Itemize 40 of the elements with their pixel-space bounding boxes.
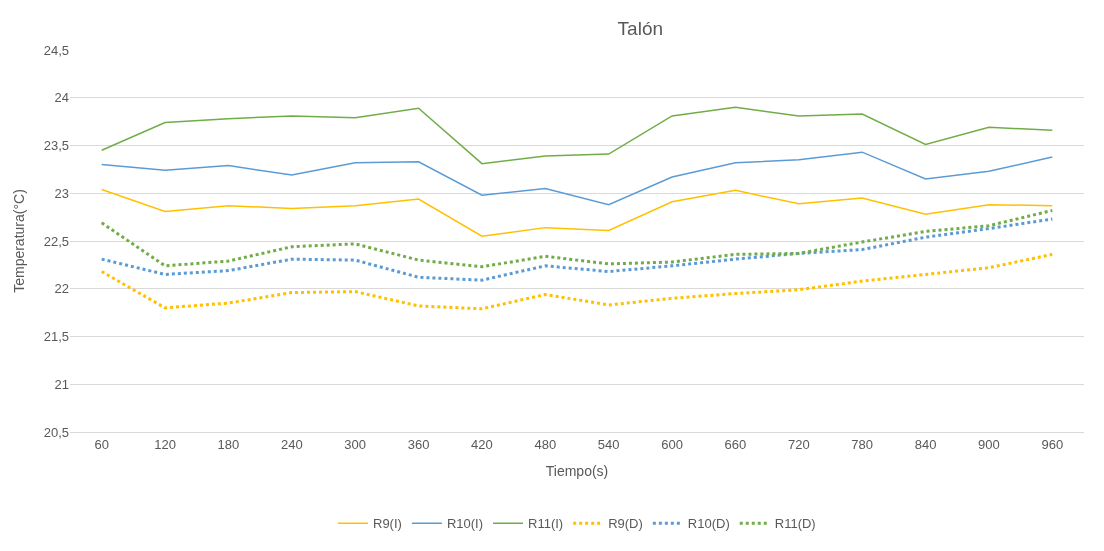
x-tick-label: 900 [978, 436, 1000, 452]
x-tick-label: 180 [217, 436, 240, 452]
line-series [100, 106, 1054, 165]
y-tick-label: 24,5 [43, 42, 69, 58]
x-tick-label: 60 [94, 436, 109, 452]
legend-label: R9(D) [608, 516, 643, 532]
x-tick-label: 120 [154, 436, 176, 452]
legend-label: R10(I) [446, 516, 484, 532]
legend-label: R10(D) [687, 516, 730, 532]
line-series [100, 188, 1054, 237]
y-tick-label: 22,5 [43, 233, 69, 249]
x-tick-label: 960 [1041, 436, 1064, 452]
y-tick-label: 23,5 [43, 138, 69, 154]
x-tick-label: 300 [344, 436, 367, 452]
line-series [100, 151, 1054, 206]
line-series [100, 217, 1054, 282]
chart-title: Talón [617, 18, 664, 40]
y-axis-title: Temperatura(°C) [11, 189, 28, 293]
x-tick-label: 600 [661, 436, 683, 452]
x-axis-title: Tiempo(s) [545, 462, 609, 479]
legend-label: R11(D) [774, 516, 816, 532]
line-series [100, 252, 1054, 311]
x-tick-label: 780 [851, 436, 874, 452]
y-tick-label: 21 [54, 376, 69, 392]
y-tick-label: 21,5 [43, 329, 69, 345]
x-tick-label: 540 [597, 436, 620, 452]
x-tick-label: 360 [407, 436, 430, 452]
x-tick-label: 660 [724, 436, 747, 452]
line-series [100, 208, 1054, 269]
y-tick-label: 24 [54, 90, 69, 106]
y-tick-label: 23 [54, 185, 69, 201]
x-tick-label: 420 [471, 436, 493, 452]
y-tick-label: 22 [54, 281, 69, 297]
y-tick-label: 20,5 [43, 424, 69, 440]
x-tick-label: 840 [914, 436, 937, 452]
legend-label: R11(I) [528, 516, 564, 532]
x-tick-label: 720 [787, 436, 810, 452]
x-tick-label: 480 [534, 436, 557, 452]
legend-label: R9(I) [373, 516, 402, 532]
x-tick-label: 240 [280, 436, 303, 452]
